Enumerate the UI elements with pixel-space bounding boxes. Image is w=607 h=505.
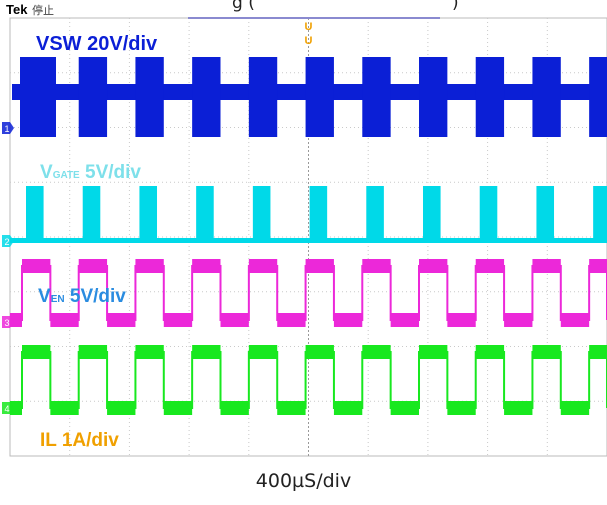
vgate-pulse [82, 186, 101, 241]
vgate-pulse [423, 186, 441, 241]
vsw-burst [20, 57, 56, 137]
trace-vgate [10, 186, 607, 243]
ground-marker-ven [2, 316, 14, 328]
vsw-burst [362, 57, 391, 137]
vsw-burst [305, 57, 334, 137]
vsw-burst [589, 57, 607, 137]
vsw-burst [475, 57, 505, 137]
caption-fragment: g ( [232, 0, 255, 13]
label-main: IL 1A/div [40, 430, 119, 451]
label-il: IL 1A/div [40, 430, 119, 451]
vgate-pulse [309, 186, 328, 241]
vsw-burst [135, 57, 164, 137]
vgate-pulse [366, 186, 384, 241]
edge-path [10, 265, 607, 321]
ground-marker-text: 2 [4, 237, 9, 247]
label-main: V [38, 286, 51, 307]
label-scale: 5V/div [80, 162, 142, 183]
label-main: VSW 20V/div [36, 33, 158, 55]
vgate-pulse [593, 186, 607, 241]
label-main: V [40, 162, 53, 183]
label-subscript: EN [51, 294, 65, 305]
acquisition-status: 停止 [32, 3, 54, 17]
label-vsw: VSW 20V/div [36, 33, 158, 55]
vsw-burst [419, 57, 448, 137]
ground-marker-text: 3 [4, 318, 9, 328]
vsw-burst [78, 57, 108, 137]
caption-fragment-tail: ) [452, 0, 459, 13]
ground-marker-vgate [2, 235, 14, 247]
vsw-burst [532, 57, 561, 137]
label-ven: VEN 5V/div [38, 286, 126, 307]
label-vgate: VGATE 5V/div [40, 162, 141, 183]
edge-path [10, 351, 607, 409]
ground-marker-text: 4 [4, 404, 9, 414]
scope-header: Tek 停止 g ( ) [6, 0, 459, 17]
vgate-pulse [196, 186, 214, 241]
brand-label: Tek [6, 2, 28, 17]
label-scale: 5V/div [65, 286, 127, 307]
ground-marker-il [2, 402, 14, 414]
traces [10, 57, 607, 415]
label-subscript: GATE [53, 170, 80, 181]
vgate-pulse [252, 186, 271, 241]
vsw-burst [248, 57, 278, 137]
trigger-marker: U [305, 21, 313, 33]
vgate-pulse [26, 186, 44, 241]
ground-markers: 1 2 3 4 [2, 122, 14, 414]
ground-marker-text: 1 [4, 124, 9, 134]
trace-vsw [12, 57, 607, 137]
trace-il [10, 345, 607, 415]
vgate-pulse [536, 186, 555, 241]
timebase-label: 400µS/div [255, 470, 352, 492]
trigger-marker-2: U [305, 35, 313, 47]
trace-ven [10, 259, 607, 327]
vgate-baseline [10, 238, 607, 243]
ground-marker-vsw [2, 122, 14, 134]
vsw-burst [192, 57, 221, 137]
vgate-pulse [479, 186, 498, 241]
vgate-pulse [139, 186, 158, 241]
